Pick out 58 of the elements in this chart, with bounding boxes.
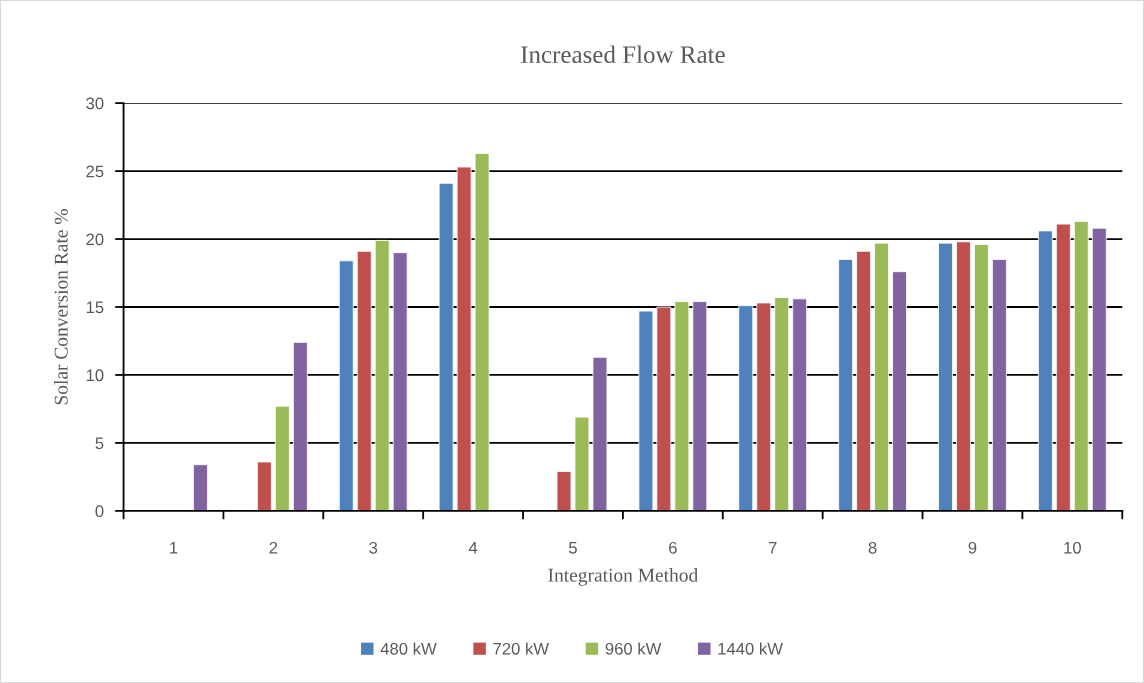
bar — [738, 305, 754, 511]
bar — [592, 356, 608, 511]
chart-title: Increased Flow Rate — [521, 45, 725, 64]
x-tick-label: 8 — [868, 541, 877, 554]
bar — [892, 271, 907, 511]
x-tick-label: 10 — [1064, 541, 1081, 554]
bar — [656, 306, 672, 511]
bar — [338, 260, 354, 511]
x-tick-label: 6 — [669, 541, 677, 554]
x-tick-label: 3 — [369, 541, 378, 554]
y-tick-label: 30 — [86, 97, 104, 110]
bar — [692, 301, 708, 511]
bar — [292, 341, 308, 511]
legend-label: 720 kW — [493, 642, 549, 655]
bar — [756, 302, 772, 511]
bar — [392, 252, 408, 511]
y-tick-label: 25 — [86, 165, 104, 178]
bar — [874, 242, 889, 511]
bar — [674, 301, 690, 511]
legend-label: 1440 kW — [718, 642, 783, 655]
bar — [992, 259, 1007, 511]
y-tick-label: 0 — [95, 505, 104, 518]
bar — [938, 242, 953, 511]
y-tick-label: 10 — [86, 369, 104, 382]
y-axis-title: Solar Conversion Rate % — [54, 209, 68, 405]
x-tick-label: 2 — [269, 541, 278, 554]
bar — [374, 239, 390, 511]
bar — [956, 241, 971, 511]
bar — [1037, 230, 1053, 511]
bar — [356, 250, 372, 511]
bar — [774, 297, 790, 511]
bar — [456, 166, 472, 511]
x-axis-title: Integration Method — [548, 568, 698, 586]
bar — [1091, 227, 1107, 511]
x-tick-label: 4 — [468, 542, 478, 554]
bar — [1055, 223, 1071, 511]
bar — [574, 416, 590, 511]
bar — [193, 464, 208, 511]
x-tick-label: 7 — [768, 542, 777, 554]
y-tick-label: 20 — [86, 233, 104, 246]
bar — [856, 250, 872, 511]
bar — [474, 153, 490, 511]
bar — [1073, 220, 1089, 511]
bar — [274, 405, 290, 511]
legend-label: 480 kW — [380, 642, 437, 655]
legend-label: 960 kW — [605, 642, 662, 655]
bar — [792, 298, 808, 511]
x-tick-label: 1 — [170, 542, 178, 554]
x-tick-label: 9 — [968, 541, 977, 554]
bar — [974, 244, 989, 511]
bar — [556, 471, 572, 511]
bar — [838, 259, 854, 511]
bar — [638, 310, 654, 511]
bar — [256, 461, 272, 511]
bar — [438, 182, 454, 511]
y-tick-label: 15 — [86, 301, 104, 314]
x-tick-label: 5 — [569, 542, 577, 554]
y-tick-label: 5 — [95, 437, 104, 450]
